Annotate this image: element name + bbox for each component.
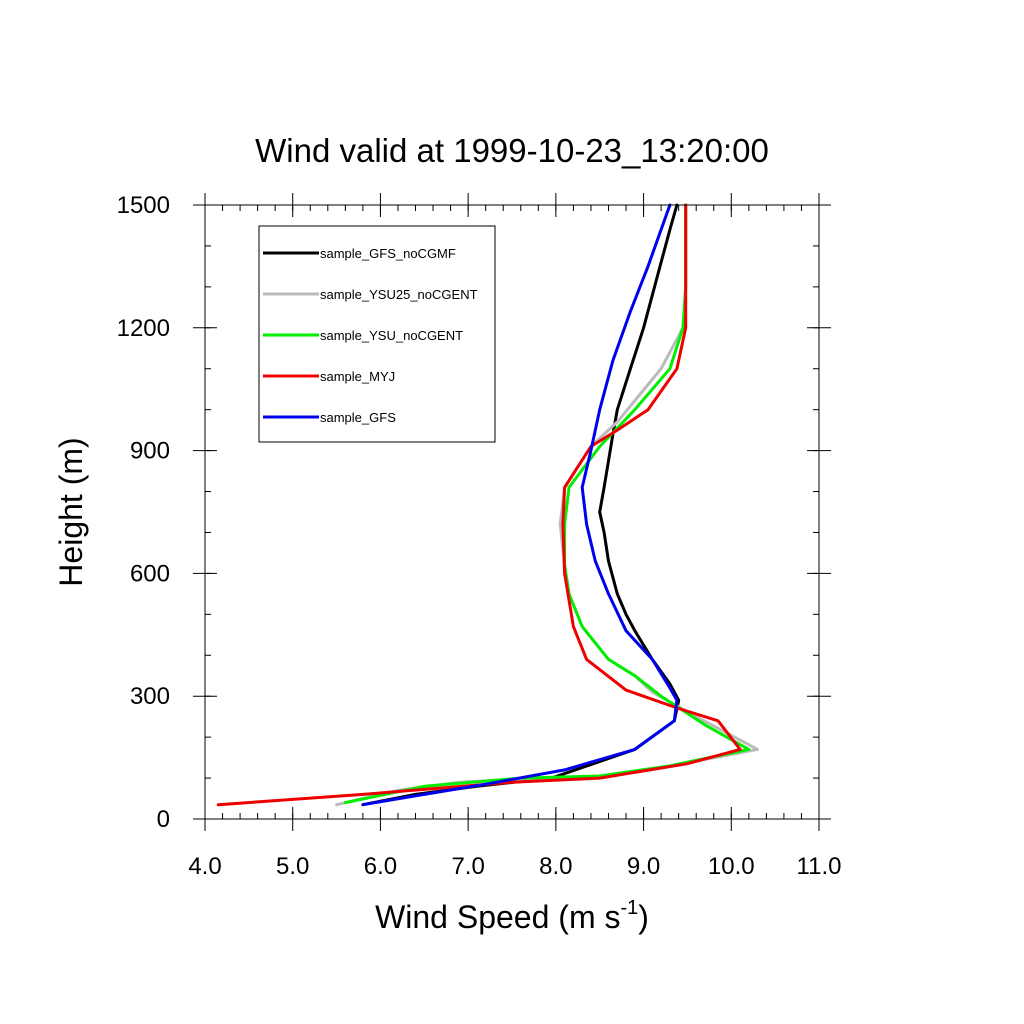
legend-label-sample_GFS: sample_GFS [320,410,396,425]
x-tick-label: 8.0 [539,853,572,880]
y-tick-label: 0 [157,806,170,833]
series-layer [216,203,760,807]
x-tick-label: 10.0 [708,853,755,880]
x-axis-label-exponent: -1 [620,897,638,919]
x-tick-label: 5.0 [276,853,309,880]
x-tick-label: 6.0 [364,853,397,880]
svg-text:Wind Speed (m s-1): Wind Speed (m s-1) [375,897,649,935]
x-tick-label: 7.0 [451,853,484,880]
legend-label-sample_YSU_noCGENT: sample_YSU_noCGENT [320,328,463,343]
x-axis-label-text: Wind Speed (m s [375,899,620,935]
x-tick-label: 4.0 [188,853,221,880]
y-tick-label: 600 [130,560,170,587]
y-tick-label: 1500 [117,192,170,219]
axis-ticks: 4.0 5.0 6.0 7.0 8.0 9.0 10.0 11.0 0 300 600 900 1200… [117,192,842,880]
x-axis-label: Wind Speed (m s-1) [375,897,649,935]
chart-title: Wind valid at 1999-10-23_13:20:00 [255,132,769,169]
series-line-sample_MYJ [216,203,742,807]
series-line-sample_GFS [361,203,679,807]
y-axis-label: Height (m) [53,437,89,586]
y-tick-label: 900 [130,438,170,465]
legend: sample_GFS_noCGMF sample_YSU25_noCGENTsam… [258,225,496,443]
x-axis-label-close: ) [638,899,649,935]
legend-label-sample_GFS_noCGMF: sample_GFS_noCGMF [320,246,456,261]
legend-label-sample_MYJ: sample_MYJ [320,369,395,384]
y-tick-label: 300 [130,683,170,710]
x-tick-label: 9.0 [627,853,660,880]
legend-label-sample_YSU25_noCGENT: sample_YSU25_noCGENT [320,287,478,302]
x-tick-label: 11.0 [797,853,842,880]
y-tick-label: 1200 [117,315,170,342]
plot-frame [204,204,820,820]
